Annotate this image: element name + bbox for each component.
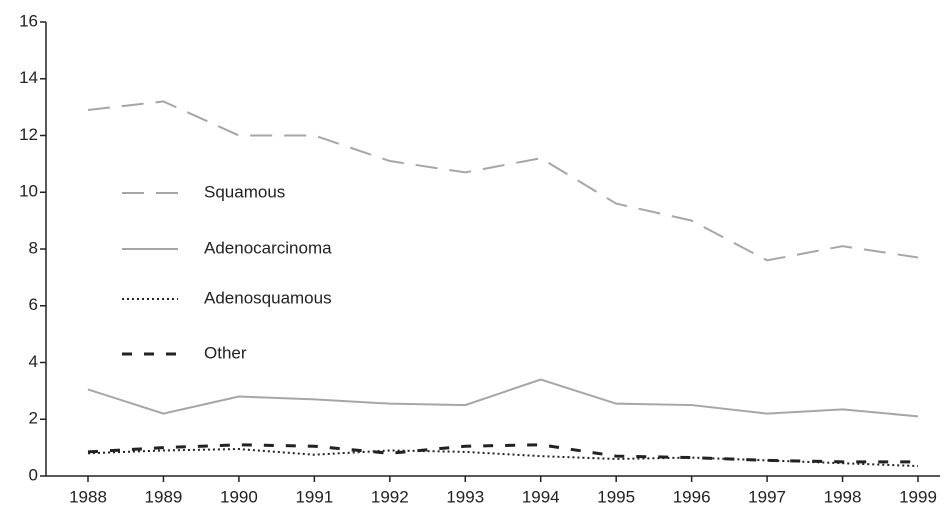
x-tick-label: 1997 [748, 487, 786, 506]
x-tick-label: 1999 [899, 487, 937, 506]
legend-label: Adenocarcinoma [204, 238, 332, 257]
y-tick-label: 4 [29, 352, 38, 371]
legend-label: Other [204, 343, 247, 362]
y-tick-label: 16 [19, 11, 38, 30]
y-tick-label: 14 [19, 68, 38, 87]
series-line [87, 443, 918, 464]
y-tick-label: 6 [29, 295, 38, 314]
x-tick-label: 1991 [295, 487, 333, 506]
series-line [87, 378, 919, 418]
x-tick-label: 1989 [145, 487, 183, 506]
x-tick-label: 1993 [446, 487, 484, 506]
legend-label: Adenosquamous [204, 288, 332, 307]
x-tick-label: 1990 [220, 487, 258, 506]
x-tick-label: 1996 [673, 487, 711, 506]
x-tick-label: 1998 [824, 487, 862, 506]
y-tick-label: 8 [29, 238, 38, 257]
y-tick-label: 12 [19, 125, 38, 144]
y-tick-label: 10 [19, 182, 38, 201]
x-tick-label: 1995 [597, 487, 635, 506]
series-line [87, 448, 919, 468]
series-line [87, 100, 919, 262]
legend-label: Squamous [204, 182, 285, 201]
x-tick-label: 1992 [371, 487, 409, 506]
y-tick-label: 0 [29, 465, 38, 484]
x-tick-label: 1994 [522, 487, 560, 506]
y-tick-label: 2 [29, 409, 38, 428]
x-tick-label: 1988 [69, 487, 107, 506]
